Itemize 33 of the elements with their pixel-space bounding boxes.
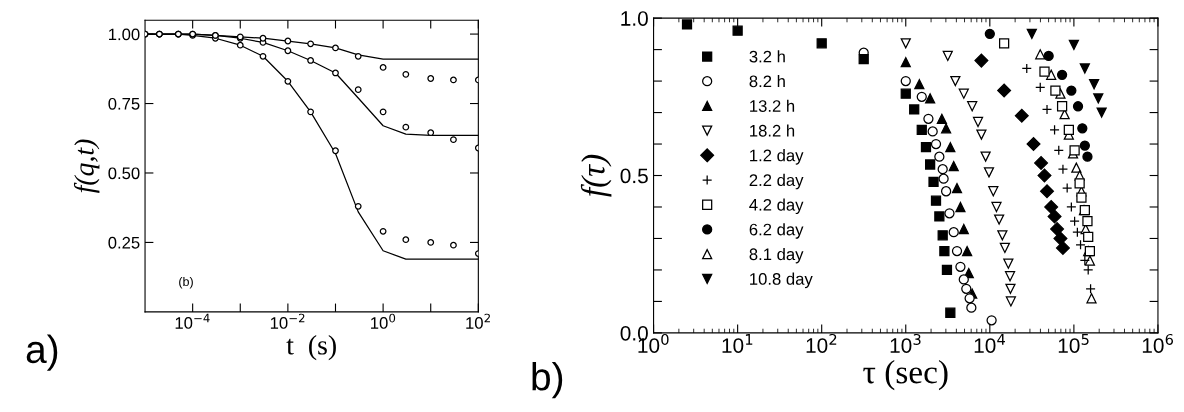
legend-label: 6.2 day xyxy=(749,223,804,239)
x-axis-title: t (s) xyxy=(286,335,336,361)
legend-label: 10.8 day xyxy=(750,272,813,289)
y-tick-label: 0.50 xyxy=(108,167,140,180)
x-tick-label: 10$^{−2}$ xyxy=(270,313,305,329)
x-tick-label: 10$^{4}$ xyxy=(974,334,1005,353)
x-tick-label: 10$^{1}$ xyxy=(722,334,753,353)
x-tick-label: 10$^{3}$ xyxy=(890,333,921,353)
x-tick-label: 10$^{0}$ xyxy=(371,313,396,329)
text: a) xyxy=(26,334,58,371)
x-axis-title: τ (sec) xyxy=(863,359,948,391)
legend-label: 1.2 day xyxy=(750,149,804,165)
y-axis-title: f(q,t) xyxy=(73,139,100,194)
legend-label: 3.2 h xyxy=(749,50,785,63)
legend-label: 2.2 day xyxy=(749,173,804,190)
y-tick-label: 1.00 xyxy=(109,28,140,41)
y-tick-label: 0.25 xyxy=(108,236,140,249)
y-tick-label: 1.0 xyxy=(621,11,648,26)
y-axis-title: f(τ) xyxy=(580,154,612,197)
x-tick-label: 10$^{2}$ xyxy=(466,313,490,329)
legend-label: 8.1 day xyxy=(749,247,804,264)
x-tick-label: 10$^{−4}$ xyxy=(175,313,210,329)
legend-label: 18.2 h xyxy=(750,124,795,137)
text: b) xyxy=(532,361,563,399)
legend-label: 8.2 h xyxy=(749,74,785,88)
x-tick-label: 10$^{2}$ xyxy=(806,333,837,353)
y-tick-label: 0.75 xyxy=(108,97,140,110)
x-tick-label: 10$^{5}$ xyxy=(1058,334,1089,353)
legend-label: 13.2 h xyxy=(750,99,795,112)
legend-label: 4.2 day xyxy=(749,198,804,215)
y-tick-label: 0.5 xyxy=(620,168,648,184)
annotation: (b) xyxy=(179,276,193,289)
x-tick-label: 10$^{6}$ xyxy=(1142,333,1174,353)
